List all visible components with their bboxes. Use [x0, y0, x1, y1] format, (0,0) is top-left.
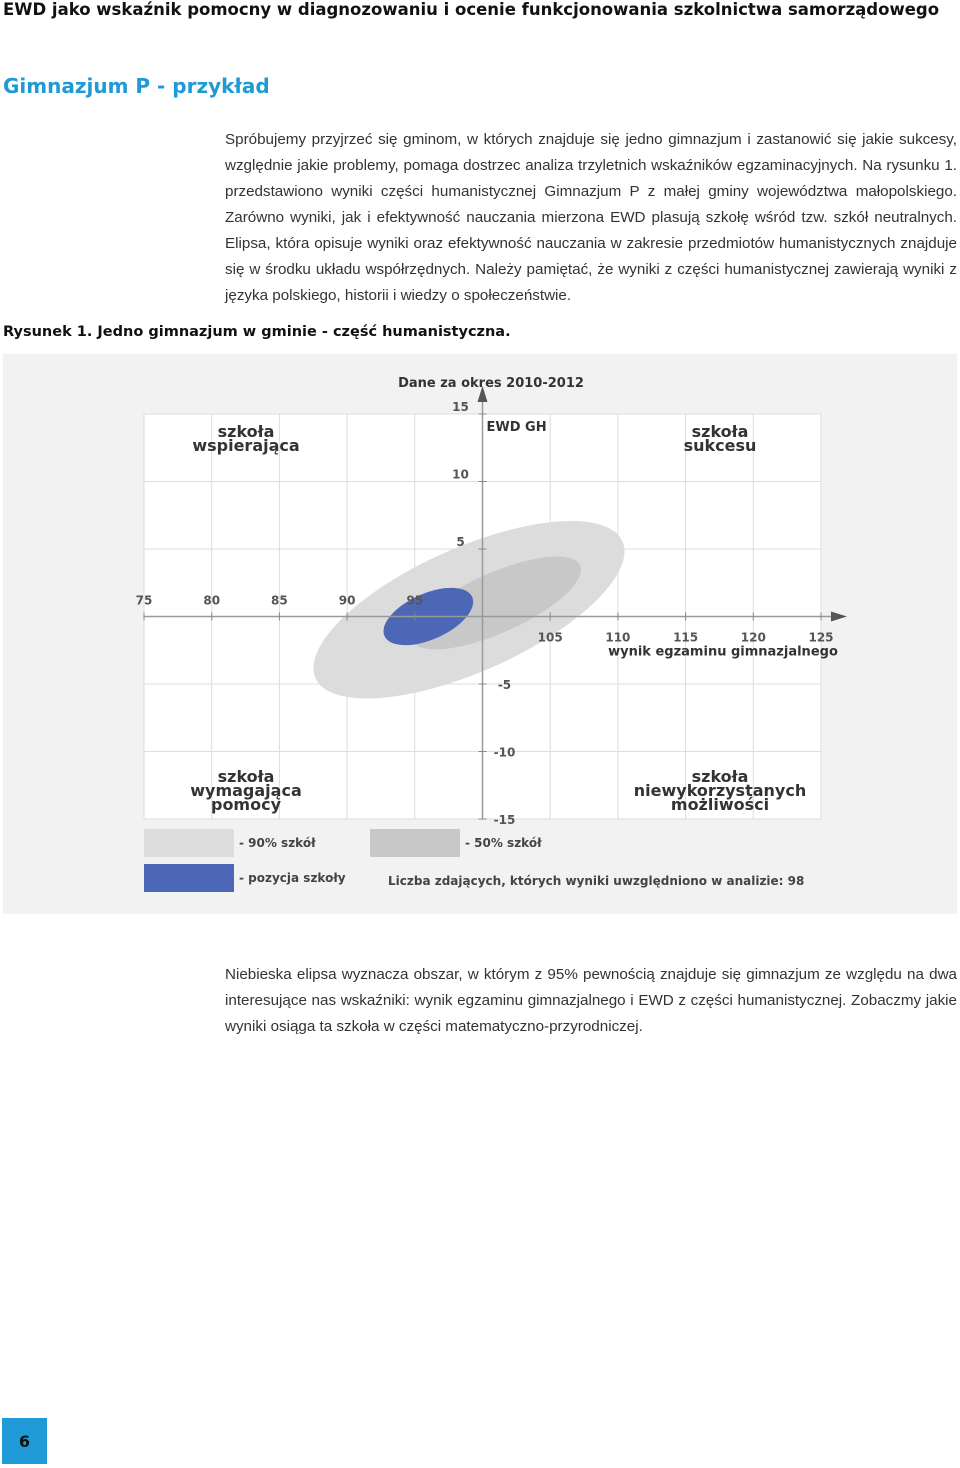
chart-note: Liczba zdających, których wyniki uwzględ… — [388, 874, 804, 888]
quadrant-label-top-right: szkoła — [692, 422, 749, 441]
outro-paragraph: Niebieska elipsa wyznacza obszar, w któr… — [225, 966, 957, 1035]
intro-paragraph: Spróbujemy przyjrzeć się gminom, w który… — [225, 131, 957, 304]
y-tick-label: -10 — [494, 746, 516, 760]
page-number: 6 — [2, 1418, 47, 1464]
quadrant-label-top-right: sukcesu — [684, 436, 757, 455]
x-tick-label: 115 — [673, 631, 698, 645]
y-axis-label: EWD GH — [487, 420, 547, 435]
quadrant-label-bottom-right: szkoła — [692, 767, 749, 786]
x-tick-label: 95 — [406, 594, 423, 608]
legend-swatch-50 — [370, 829, 460, 857]
x-axis-arrow-icon — [831, 611, 847, 622]
legend-swatch-90 — [144, 829, 234, 857]
legend-label-school: - pozycja szkoły — [239, 871, 346, 885]
y-tick-label: 5 — [456, 535, 464, 549]
x-tick-label: 75 — [136, 594, 153, 608]
quadrant-label-bottom-left: pomocy — [211, 795, 282, 814]
x-tick-label: 125 — [808, 631, 833, 645]
y-tick-label: -15 — [494, 813, 516, 827]
x-tick-label: 90 — [339, 594, 356, 608]
x-tick-label: 80 — [203, 594, 220, 608]
y-tick-label: -5 — [498, 678, 511, 692]
y-tick-label: 15 — [452, 400, 469, 414]
chart-title: Dane za okres 2010-2012 — [398, 376, 584, 391]
section-title: Gimnazjum P - przykład — [3, 74, 270, 98]
x-tick-label: 120 — [741, 631, 766, 645]
quadrant-label-bottom-right: niewykorzystanych — [634, 781, 806, 800]
x-tick-label: 110 — [605, 631, 630, 645]
quadrant-label-bottom-left: wymagająca — [190, 781, 302, 800]
y-axis-arrow-icon — [477, 386, 488, 402]
legend-swatch-school — [144, 864, 234, 892]
legend-label-50: - 50% szkół — [465, 836, 542, 850]
ewd-chart: 75 80 85 90 95 105 110 115 120 125 15 10 5 -5 -10 -15 Da… — [3, 354, 957, 914]
quadrant-label-top-left: wspierająca — [192, 436, 299, 455]
quadrant-label-top-left: szkoła — [218, 422, 275, 441]
quadrant-label-bottom-right: możliwości — [671, 795, 769, 814]
x-tick-label: 105 — [538, 631, 563, 645]
document-header: EWD jako wskaźnik pomocny w diagnozowani… — [3, 0, 940, 19]
x-axis-label: wynik egzaminu gimnazjalnego — [608, 645, 838, 660]
legend-label-90: - 90% szkół — [239, 836, 316, 850]
y-tick-label: 10 — [452, 468, 469, 482]
quadrant-label-bottom-left: szkoła — [218, 767, 275, 786]
figure-caption: Rysunek 1. Jedno gimnazjum w gminie - cz… — [3, 324, 511, 340]
x-tick-label: 85 — [271, 594, 288, 608]
